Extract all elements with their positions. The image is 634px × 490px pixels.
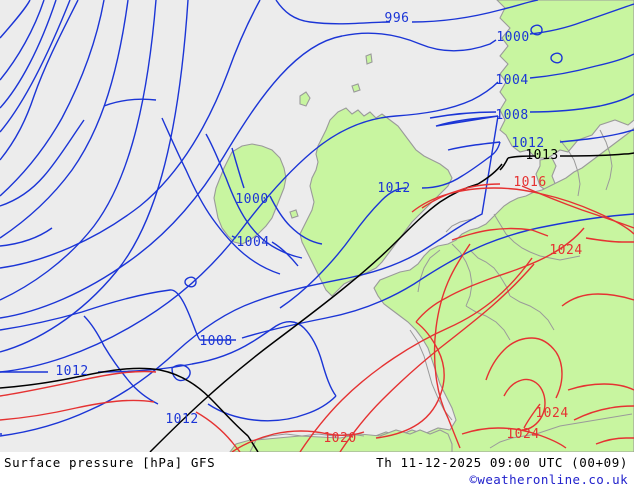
isobar-low-a2 bbox=[0, 0, 45, 81]
isobar-high-se bbox=[595, 437, 634, 445]
isobar-high-1024f bbox=[461, 427, 567, 449]
isobar-low-sm4 bbox=[550, 52, 563, 64]
isobars-reference bbox=[0, 152, 634, 452]
isobar-label-1012-scotland: 1012 bbox=[377, 181, 410, 196]
isobar-low-1008c bbox=[0, 289, 236, 341]
isobar-label-1024-med-b: 1024 bbox=[506, 427, 539, 442]
isobar-low-1012-uk bbox=[279, 141, 501, 309]
isobar-high-1024e bbox=[567, 383, 634, 391]
isobars-low bbox=[0, 0, 634, 437]
isobar-label-1013: 1013 bbox=[525, 148, 558, 163]
isobar-high-deep bbox=[561, 293, 634, 307]
isobar-high-1020b bbox=[415, 227, 585, 323]
isobar-high-1016-r bbox=[411, 187, 634, 235]
border-layer bbox=[255, 129, 633, 449]
isobar-high-1016 bbox=[0, 399, 241, 452]
land-shetland bbox=[365, 53, 373, 65]
isobar-label-1012-denmark: 1012 bbox=[511, 136, 544, 151]
border-detail-3 bbox=[493, 213, 531, 253]
isobar-label-996-top: 996 bbox=[385, 11, 410, 26]
isobar-low-a6 bbox=[0, 0, 105, 197]
isobar-label-1012-west: 1012 bbox=[55, 364, 88, 379]
land-orkney bbox=[351, 83, 361, 93]
map-title: Surface pressure [hPa] GFS bbox=[4, 455, 216, 470]
isobar-low-996 bbox=[0, 0, 539, 269]
isobar-low-1008-top bbox=[429, 93, 634, 119]
isobar-low-ire3 bbox=[161, 117, 281, 275]
isobar-low-1004-ire bbox=[231, 235, 299, 267]
isobar-high-1016-n bbox=[0, 370, 157, 397]
land-iberia-strip bbox=[249, 429, 453, 452]
map-canvas[interactable]: 996 1000 1004 1008 1012 1013 1016 1000 1… bbox=[0, 0, 634, 452]
isobar-label-1008-atlantic: 1008 bbox=[199, 334, 232, 349]
isobar-label-1004-ireland: 1004 bbox=[236, 235, 269, 250]
land-isle-of-man bbox=[289, 209, 299, 219]
coast-med bbox=[489, 413, 633, 449]
border-detail-2 bbox=[451, 243, 473, 307]
border-detail-7 bbox=[559, 139, 581, 197]
border-detail-8 bbox=[599, 129, 613, 191]
isobar-high-med bbox=[573, 405, 634, 421]
isobar-high-1016-uk bbox=[299, 257, 533, 452]
map-footer: Surface pressure [hPa] GFS Th 11-12-2025… bbox=[0, 452, 634, 490]
isobar-low-a5 bbox=[0, 0, 79, 161]
isobar-1013-link bbox=[477, 163, 503, 185]
isobar-low-a4 bbox=[0, 0, 71, 133]
isobar-1013-uk bbox=[149, 152, 634, 452]
isobar-high-1024d bbox=[503, 378, 546, 431]
land-great-britain bbox=[299, 107, 453, 297]
isobar-high-1020 bbox=[231, 321, 445, 452]
isobar-low-1000-ire bbox=[231, 147, 323, 245]
isobar-low-a7 bbox=[0, 0, 129, 239]
isobar-label-1020-iberia: 1020 bbox=[323, 431, 356, 446]
border-detail-4 bbox=[529, 251, 581, 261]
land-hebrides bbox=[299, 91, 311, 107]
isobar-label-1024-germany: 1024 bbox=[549, 243, 582, 258]
border-detail-1 bbox=[469, 249, 511, 297]
isobar-low-sm3 bbox=[530, 24, 543, 36]
isobar-high-1016b bbox=[339, 263, 535, 452]
isobars-high bbox=[0, 183, 634, 452]
copyright-link[interactable]: ©weatheronline.co.uk bbox=[469, 472, 628, 487]
isobar-low-sm1 bbox=[171, 364, 191, 382]
isobar-low-sm2 bbox=[184, 276, 197, 288]
isobar-high-1024 bbox=[451, 227, 634, 243]
isobar-label-1012-southwest: 1012 bbox=[165, 412, 198, 427]
pressure-map[interactable]: 996 1000 1004 1008 1012 1013 1016 1000 1… bbox=[0, 0, 634, 452]
isobar-low-1012b bbox=[83, 315, 337, 422]
landmass-layer bbox=[213, 0, 634, 452]
coast-iberia-north bbox=[255, 433, 365, 441]
isobar-low-1000 bbox=[0, 3, 634, 319]
isobar-label-1000-ireland: 1000 bbox=[235, 192, 268, 207]
isobar-label-1008-denmark: 1008 bbox=[495, 108, 528, 123]
isobar-low-1012a bbox=[0, 321, 337, 397]
isobar-low-1008 bbox=[0, 115, 499, 437]
isobar-label-1000-norway: 1000 bbox=[496, 30, 529, 45]
isobar-low-a8 bbox=[0, 0, 157, 301]
isobar-low-a3 bbox=[0, 0, 57, 109]
isobar-labels: 996 1000 1004 1008 1012 1013 1016 1000 1… bbox=[55, 11, 582, 446]
isobar-low-1008b bbox=[241, 213, 634, 339]
isobar-low-a1 bbox=[0, 0, 31, 39]
isobar-low-1012c bbox=[447, 129, 634, 151]
isobar-high-1024c bbox=[485, 337, 563, 429]
border-detail-9 bbox=[417, 249, 441, 293]
isobar-low-1004 bbox=[0, 53, 634, 373]
isobar-low-a9 bbox=[0, 0, 189, 353]
border-detail-5 bbox=[509, 295, 555, 331]
isobar-low-ire2 bbox=[205, 133, 303, 259]
border-detail-6 bbox=[465, 305, 511, 341]
isobar-label-1016: 1016 bbox=[513, 175, 546, 190]
land-scandinavia bbox=[496, 0, 634, 159]
isobar-label-1004-norway: 1004 bbox=[495, 73, 528, 88]
isobar-label-1024-med-a: 1024 bbox=[535, 406, 568, 421]
isobar-high-1024b bbox=[433, 243, 471, 449]
isobar-1013-main bbox=[0, 367, 259, 452]
map-timestamp: Th 11-12-2025 09:00 UTC (00+09) bbox=[376, 455, 628, 470]
border-detail-10 bbox=[445, 217, 477, 233]
